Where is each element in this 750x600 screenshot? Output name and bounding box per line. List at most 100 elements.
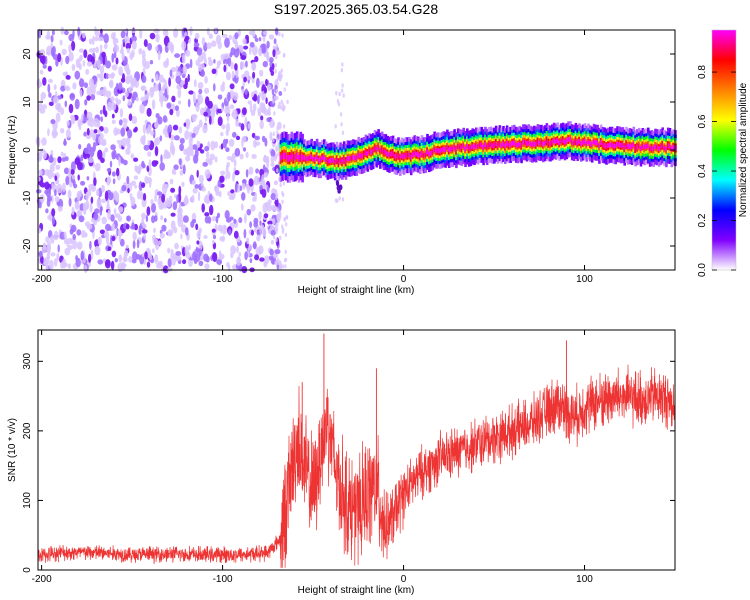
spectrogram-noise-cell xyxy=(70,114,75,120)
spectrogram-ridge-cell xyxy=(625,142,628,148)
spectrogram-noise-cell xyxy=(78,215,85,223)
spectrogram-noise-cell xyxy=(263,172,269,178)
spectrogram-noise-cell xyxy=(108,73,111,79)
spectrogram-ridge-cell xyxy=(475,143,478,148)
spectrogram-ridge-cell xyxy=(592,139,596,145)
spectrogram-noise-cell xyxy=(127,129,133,139)
spectrogram-noise-cell xyxy=(130,153,135,159)
spectrogram-noise-cell xyxy=(152,238,159,245)
spectrogram-noise-cell xyxy=(147,151,152,157)
spectrogram-noise-cell xyxy=(285,222,288,227)
spectrogram-noise-cell xyxy=(59,39,63,46)
spectrogram-noise-cell xyxy=(110,96,115,102)
spectrogram-noise-cell xyxy=(275,223,278,228)
spectrogram-noise-cell xyxy=(254,141,261,146)
spectrogram-noise-cell xyxy=(120,158,125,164)
spectrogram-ridge-cell xyxy=(560,138,563,144)
spectrogram-noise-cell xyxy=(56,102,62,113)
spectrogram-noise-cell xyxy=(175,251,182,256)
spectrogram-noise-cell xyxy=(50,252,56,257)
spectrogram-noise-cell xyxy=(142,124,147,134)
spectrogram-noise-cell xyxy=(143,144,150,151)
spectrogram-noise-cell xyxy=(241,88,245,94)
spectrogram-noise-cell xyxy=(274,249,281,255)
spectrogram-noise-cell xyxy=(272,45,276,50)
spectrogram-noise-cell xyxy=(229,216,234,221)
spectrogram-noise-cell xyxy=(158,82,162,92)
spectrogram-y-axis-label: Frequency (Hz) xyxy=(7,116,18,185)
spectrogram-noise-cell xyxy=(139,29,143,39)
spectrogram-noise-cell xyxy=(178,203,182,214)
spectrogram-noise-cell xyxy=(243,45,249,50)
spectrogram-noise-cell xyxy=(57,156,62,164)
snr-x-axis-label: Height of straight line (km) xyxy=(298,585,415,596)
spectrogram-noise-cell xyxy=(234,147,241,157)
spectrogram-ridge-cell xyxy=(399,155,402,161)
spectrogram-noise-cell xyxy=(258,47,263,57)
spectrogram-noise-cell xyxy=(71,63,76,71)
spectrogram-ridge-cell xyxy=(587,139,590,144)
spectrogram-ridge-cell xyxy=(444,147,447,153)
spectrogram-noise-cell xyxy=(142,138,146,146)
spectrogram-noise-cell xyxy=(172,169,177,175)
spectrogram-noise-cell xyxy=(269,131,273,141)
spectrogram-noise-cell xyxy=(214,184,218,194)
spectrogram-noise-cell xyxy=(272,234,276,240)
spectrogram-noise-cell xyxy=(285,215,289,220)
spectrogram-noise-cell xyxy=(210,140,216,151)
spectrogram-ridge-cell xyxy=(654,144,657,150)
spectrogram-noise-cell xyxy=(341,197,345,202)
spectrogram-noise-cell xyxy=(89,240,92,250)
spectrogram-noise-cell xyxy=(92,133,96,141)
spectrogram-noise-cell xyxy=(188,90,194,95)
spectrogram-noise-cell xyxy=(250,229,254,236)
spectrogram-noise-cell xyxy=(174,135,180,141)
spectrogram-noise-cell xyxy=(38,250,43,258)
spectrogram-noise-cell xyxy=(100,157,105,164)
spectrogram-noise-cell xyxy=(149,87,155,98)
spectrogram-ridge-cell xyxy=(652,146,655,152)
spectrogram-ridge-cell xyxy=(627,144,630,149)
spectrogram-ridge-cell xyxy=(442,146,446,152)
spectrogram-noise-cell xyxy=(154,146,159,157)
spectrogram-noise-cell xyxy=(220,170,226,176)
x-tick-label: 0 xyxy=(401,574,407,585)
spectrogram-noise-cell xyxy=(88,117,95,128)
spectrogram-noise-cell xyxy=(39,194,45,204)
spectrogram-noise-cell xyxy=(190,148,194,157)
spectrogram-noise-cell xyxy=(246,237,250,245)
spectrogram-ridge-cell xyxy=(663,145,666,151)
spectrogram-noise-cell xyxy=(252,71,256,79)
spectrogram-noise-cell xyxy=(281,102,284,108)
spectrogram-noise-cell xyxy=(245,89,248,96)
spectrogram-noise-cell xyxy=(75,257,81,268)
spectrogram-noise-cell xyxy=(92,47,96,53)
spectrogram-ridge-cell xyxy=(525,141,529,146)
spectrogram-ridge-cell xyxy=(467,146,471,152)
spectrogram-noise-cell xyxy=(115,128,121,135)
spectrogram-noise-cell xyxy=(204,115,208,123)
spectrogram-noise-cell xyxy=(169,178,174,185)
spectrogram-noise-cell xyxy=(268,255,273,261)
spectrogram-noise-cell xyxy=(143,233,147,240)
spectrogram-noise-cell xyxy=(88,183,95,190)
spectrogram-noise-cell xyxy=(38,28,42,39)
spectrogram-noise-cell xyxy=(252,241,257,250)
spectrogram-ridge-cell xyxy=(306,156,310,161)
spectrogram-noise-cell xyxy=(338,91,341,97)
spectrogram-ridge-cell xyxy=(294,153,297,161)
spectrogram-ridge-cell xyxy=(471,144,474,149)
spectrogram-noise-cell xyxy=(240,203,244,211)
spectrogram-noise-cell xyxy=(73,183,78,189)
spectrogram-noise-cell xyxy=(94,245,101,256)
spectrogram-noise-cell xyxy=(239,185,243,192)
spectrogram-noise-cell xyxy=(339,112,343,117)
spectrogram-noise-cell xyxy=(134,184,138,189)
spectrogram-noise-cell xyxy=(216,259,223,265)
spectrogram-ridge-cell xyxy=(337,160,341,166)
spectrogram-noise-cell xyxy=(195,102,200,113)
spectrogram-noise-cell xyxy=(68,44,72,53)
spectrogram-ridge-cell xyxy=(630,144,634,150)
spectrogram-ridge-cell xyxy=(379,148,382,154)
spectrogram-noise-cell xyxy=(280,99,283,105)
